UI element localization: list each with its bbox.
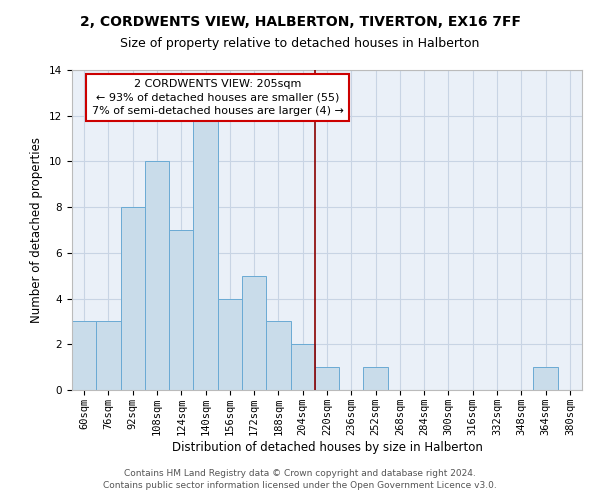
Bar xyxy=(364,367,388,390)
Bar xyxy=(242,276,266,390)
Bar xyxy=(145,162,169,390)
Text: Contains HM Land Registry data © Crown copyright and database right 2024.
Contai: Contains HM Land Registry data © Crown c… xyxy=(103,468,497,490)
Bar xyxy=(193,116,218,390)
X-axis label: Distribution of detached houses by size in Halberton: Distribution of detached houses by size … xyxy=(172,440,482,454)
Y-axis label: Number of detached properties: Number of detached properties xyxy=(31,137,43,323)
Bar xyxy=(315,367,339,390)
Bar xyxy=(169,230,193,390)
Bar xyxy=(121,207,145,390)
Text: 2 CORDWENTS VIEW: 205sqm
← 93% of detached houses are smaller (55)
7% of semi-de: 2 CORDWENTS VIEW: 205sqm ← 93% of detach… xyxy=(92,79,344,116)
Bar xyxy=(96,322,121,390)
Bar xyxy=(72,322,96,390)
Text: Size of property relative to detached houses in Halberton: Size of property relative to detached ho… xyxy=(121,38,479,51)
Text: 2, CORDWENTS VIEW, HALBERTON, TIVERTON, EX16 7FF: 2, CORDWENTS VIEW, HALBERTON, TIVERTON, … xyxy=(79,15,521,29)
Bar xyxy=(218,298,242,390)
Bar xyxy=(266,322,290,390)
Bar xyxy=(533,367,558,390)
Bar xyxy=(290,344,315,390)
